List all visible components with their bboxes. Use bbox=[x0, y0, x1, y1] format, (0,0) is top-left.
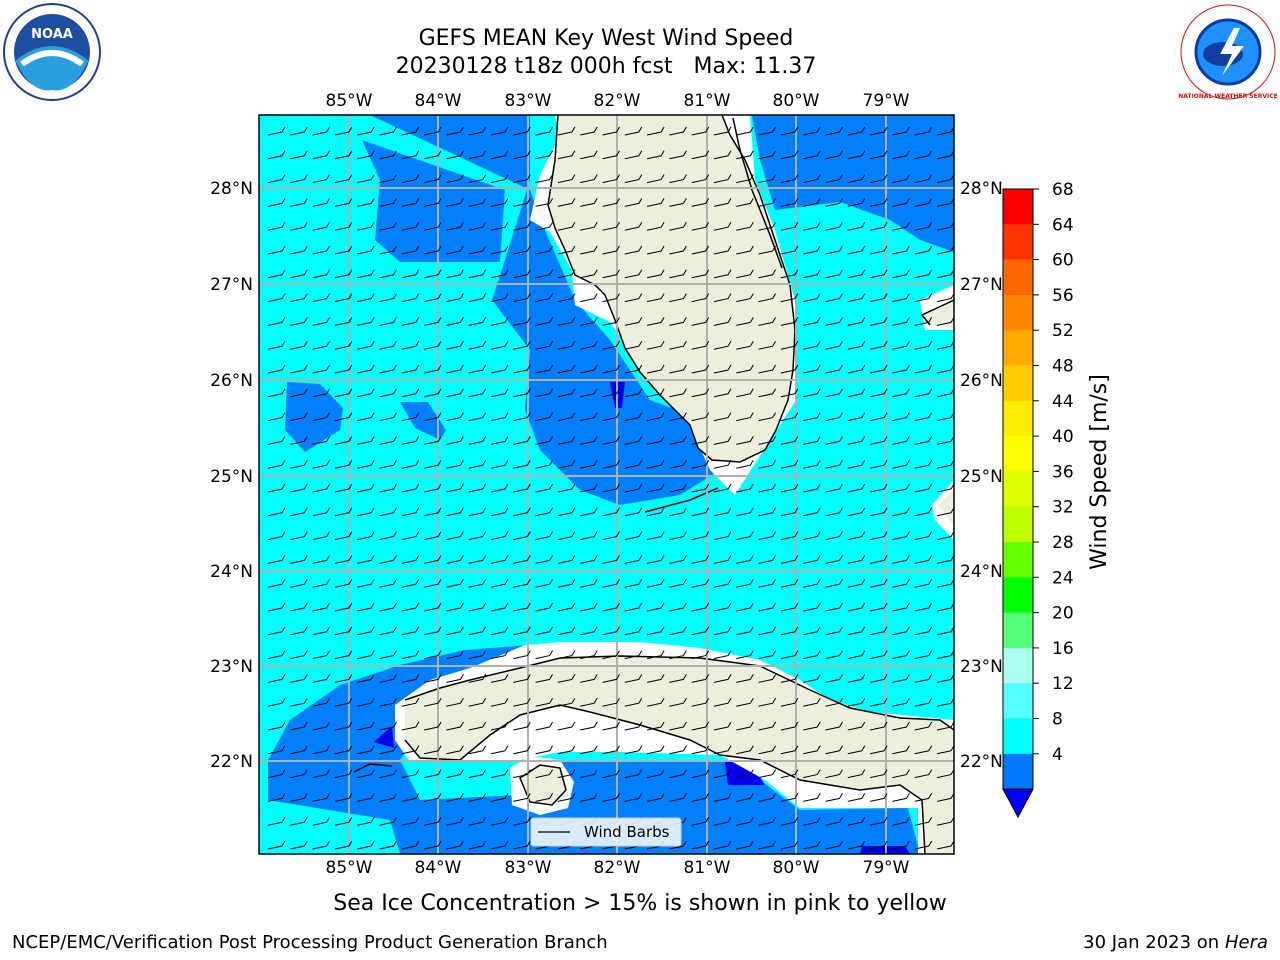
noaa-logo: NOAA bbox=[3, 3, 101, 101]
lon-tick-label-bottom: 83°W bbox=[505, 858, 552, 878]
lon-tick-label-top: 83°W bbox=[505, 91, 552, 111]
chart-title: GEFS MEAN Key West Wind Speed bbox=[418, 26, 794, 51]
colorbar-extend-arrow bbox=[1002, 788, 1034, 819]
colorbar-segment bbox=[1003, 577, 1033, 614]
footer-date: 30 Jan 2023 on bbox=[1083, 932, 1225, 953]
colorbar: 68 64 60 56 52 48 44 40 36 32 28 24 20 16 12 8 4 bbox=[1002, 180, 1074, 819]
wind-contour-below-4-b bbox=[725, 762, 765, 785]
colorbar-segment bbox=[1003, 189, 1033, 225]
colorbar-segment bbox=[1003, 400, 1033, 437]
wind-barbs bbox=[267, 126, 954, 850]
lat-tick-label-left: 24°N bbox=[210, 562, 253, 582]
lon-tick-label-bottom: 79°W bbox=[863, 858, 910, 878]
coastlines bbox=[353, 115, 954, 854]
lon-tick-label-top: 84°W bbox=[415, 91, 462, 111]
nws-logo: NATIONAL WEATHER SERVICE bbox=[1178, 4, 1278, 100]
colorbar-segment bbox=[1003, 647, 1033, 684]
colorbar-segment bbox=[1003, 330, 1033, 366]
lon-tick-label-bottom: 85°W bbox=[326, 858, 373, 878]
colorbar-tick-label: 28 bbox=[1052, 533, 1074, 553]
footer-host: Hera bbox=[1224, 932, 1268, 953]
lon-tick-label-top: 80°W bbox=[773, 91, 820, 111]
colorbar-tick-label: 8 bbox=[1052, 710, 1063, 730]
lon-ticks-top: 85°W 84°W 83°W 82°W 81°W 80°W 79°W bbox=[326, 91, 910, 111]
chart-subtitle: 20230128 t18z 000h fcst Max: 11.37 bbox=[395, 54, 817, 79]
colorbar-segment bbox=[1003, 506, 1033, 543]
lat-tick-label-left: 27°N bbox=[210, 275, 253, 295]
colorbar-tick-label: 24 bbox=[1052, 568, 1074, 588]
wind-contour-4-8-ne bbox=[752, 115, 954, 252]
colorbar-segment bbox=[1003, 259, 1033, 296]
wind-contour-below-4-e bbox=[374, 726, 394, 748]
lat-tick-label-right: 28°N bbox=[960, 179, 1003, 199]
lat-tick-label-right: 22°N bbox=[960, 752, 1003, 772]
lat-tick-label-right: 24°N bbox=[960, 562, 1003, 582]
colorbar-tick-label: 16 bbox=[1052, 639, 1074, 659]
lat-tick-label-right: 23°N bbox=[960, 657, 1003, 677]
lat-tick-label-right: 26°N bbox=[960, 371, 1003, 391]
colorbar-tick-label: 36 bbox=[1052, 462, 1074, 482]
lat-tick-label-right: 25°N bbox=[960, 467, 1003, 487]
colorbar-tick-label: 68 bbox=[1052, 180, 1074, 200]
land-isla-de-la-juventud bbox=[520, 765, 566, 805]
lat-tick-label-right: 27°N bbox=[960, 275, 1003, 295]
colorbar-tick-label: 20 bbox=[1052, 604, 1074, 624]
colorbar-segment bbox=[1003, 224, 1033, 261]
colorbar-tick-label: 4 bbox=[1052, 745, 1063, 765]
lon-tick-label-bottom: 81°W bbox=[684, 858, 731, 878]
legend: Wind Barbs bbox=[530, 817, 682, 847]
gridlines bbox=[259, 115, 954, 854]
colorbar-segment bbox=[1003, 753, 1033, 790]
nws-logo-text: NATIONAL WEATHER SERVICE bbox=[1178, 93, 1277, 100]
colorbar-tick-label: 40 bbox=[1052, 427, 1074, 447]
colorbar-tick-label: 52 bbox=[1052, 321, 1074, 341]
lon-tick-label-bottom: 80°W bbox=[773, 858, 820, 878]
lon-tick-label-top: 82°W bbox=[594, 91, 641, 111]
lat-tick-label-left: 26°N bbox=[210, 371, 253, 391]
wind-contour-4-8-north2 bbox=[362, 140, 505, 262]
lon-tick-label-top: 79°W bbox=[863, 91, 910, 111]
legend-label: Wind Barbs bbox=[584, 823, 670, 841]
map-area bbox=[259, 115, 954, 854]
lon-tick-label-top: 81°W bbox=[684, 91, 731, 111]
map-frame bbox=[258, 114, 955, 855]
colorbar-segment bbox=[1003, 612, 1033, 649]
lat-tick-label-left: 23°N bbox=[210, 657, 253, 677]
colorbar-label: Wind Speed [m/s] bbox=[1087, 374, 1112, 570]
colorbar-tick-label: 64 bbox=[1052, 215, 1074, 235]
lat-tick-label-left: 22°N bbox=[210, 752, 253, 772]
land-florida bbox=[548, 115, 795, 462]
wind-contour-4-8-west2 bbox=[400, 402, 446, 440]
wind-contour-4-8-west1 bbox=[285, 382, 343, 452]
colorbar-tick-label: 44 bbox=[1052, 392, 1074, 412]
colorbar-segment bbox=[1003, 718, 1033, 755]
colorbar-segment bbox=[1003, 365, 1033, 402]
noaa-logo-text: NOAA bbox=[31, 27, 73, 42]
footer-left: NCEP/EMC/Verification Post Processing Pr… bbox=[12, 932, 608, 953]
land-cuba bbox=[405, 656, 954, 854]
colorbar-tick-label: 56 bbox=[1052, 286, 1074, 306]
lon-tick-label-bottom: 82°W bbox=[594, 858, 641, 878]
land-bahamas2 bbox=[938, 490, 954, 525]
lon-ticks-bottom: 85°W 84°W 83°W 82°W 81°W 80°W 79°W bbox=[326, 858, 910, 878]
colorbar-tick-label: 12 bbox=[1052, 674, 1074, 694]
colorbar-segment bbox=[1003, 294, 1033, 331]
lat-ticks-right: 28°N 27°N 26°N 25°N 24°N 23°N 22°N bbox=[960, 179, 1003, 772]
colorbar-segment bbox=[1003, 542, 1033, 578]
lat-ticks-left: 28°N 27°N 26°N 25°N 24°N 23°N 22°N bbox=[210, 179, 253, 772]
lon-tick-label-top: 85°W bbox=[326, 91, 373, 111]
colorbar-tick-label: 60 bbox=[1052, 251, 1074, 271]
colorbar-segment bbox=[1003, 436, 1033, 472]
footer-right: 30 Jan 2023 on Hera bbox=[1083, 932, 1268, 953]
colorbar-segment bbox=[1003, 683, 1033, 719]
lat-tick-label-left: 28°N bbox=[210, 179, 253, 199]
lat-tick-label-left: 25°N bbox=[210, 467, 253, 487]
wind-contour-4-8-north bbox=[370, 115, 720, 505]
colorbar-segment bbox=[1003, 471, 1033, 508]
caption: Sea Ice Concentration > 15% is shown in … bbox=[333, 891, 947, 916]
lon-tick-label-bottom: 84°W bbox=[415, 858, 462, 878]
colorbar-tick-label: 48 bbox=[1052, 357, 1074, 377]
colorbar-tick-label: 32 bbox=[1052, 498, 1074, 518]
